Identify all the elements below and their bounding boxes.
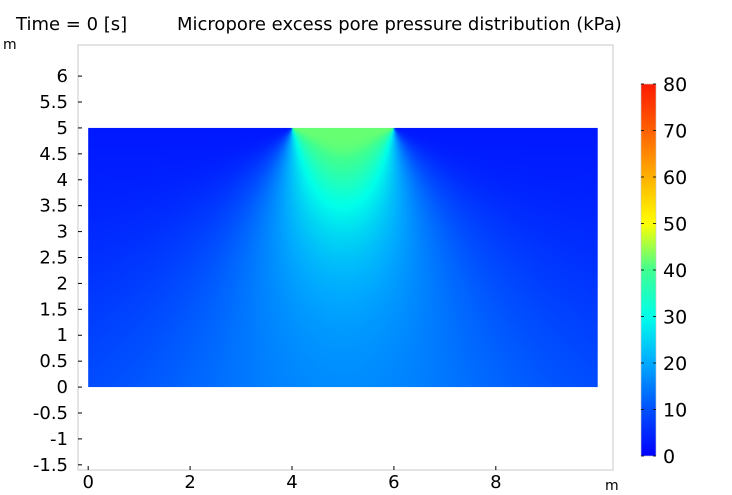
colorbar-tick-label: 40 xyxy=(663,260,687,282)
y-tick-label: 5.5 xyxy=(39,92,68,113)
y-tick-label: 2 xyxy=(57,273,68,294)
x-tick-label: 6 xyxy=(388,472,399,493)
time-label: Time = 0 [s] xyxy=(15,14,127,35)
colorbar-tick-label: 80 xyxy=(663,74,687,96)
y-tick-label: 5 xyxy=(57,118,68,139)
colorbar-tick-label: 70 xyxy=(663,121,687,143)
colorbar-tick-label: 60 xyxy=(663,167,687,189)
plot-title: Micropore excess pore pressure distribut… xyxy=(177,14,622,35)
y-tick-label: 1 xyxy=(57,325,68,346)
y-tick-label: 6 xyxy=(57,66,68,87)
y-tick-label: 4 xyxy=(57,170,68,191)
x-tick-label: 8 xyxy=(490,472,501,493)
y-tick-label: -0.5 xyxy=(33,403,68,424)
colorbar-tick-label: 10 xyxy=(663,400,687,422)
y-tick-label: -1.5 xyxy=(33,455,68,476)
colorbar-tick-label: 50 xyxy=(663,214,687,236)
y-tick-label: 0 xyxy=(57,377,68,398)
y-tick-label: 3 xyxy=(57,222,68,243)
colorbar-tick-label: 0 xyxy=(663,446,675,468)
y-tick-label: 3.5 xyxy=(39,196,68,217)
y-axis-unit: m xyxy=(3,37,17,53)
y-tick-label: 1.5 xyxy=(39,299,68,320)
y-tick-label: -1 xyxy=(50,429,68,450)
pressure-field-image xyxy=(88,127,598,388)
colorbar: 0 10 20 30 40 50 60 70 80 xyxy=(640,74,687,468)
colorbar-tick-label: 30 xyxy=(663,307,687,329)
colorbar-ticks: 0 10 20 30 40 50 60 70 80 xyxy=(641,74,687,468)
y-tick-label: 4.5 xyxy=(39,144,68,165)
x-tick-label: 2 xyxy=(184,472,195,493)
y-tick-label: 2.5 xyxy=(39,248,68,269)
axes: -1.5 -1 -0.5 0 0.5 1 1.5 2 2.5 3 3.5 4 4.5 5 5.5 6 0 2 4 6… xyxy=(3,37,619,494)
pressure-field xyxy=(88,127,598,388)
x-axis-ticks: 0 2 4 6 8 xyxy=(82,466,502,493)
colorbar-tick-label: 20 xyxy=(663,353,687,375)
y-axis-ticks: -1.5 -1 -0.5 0 0.5 1 1.5 2 2.5 3 3.5 4 4.5 5 5.5 6 xyxy=(33,66,82,476)
x-tick-label: 4 xyxy=(286,472,297,493)
y-tick-label: 0.5 xyxy=(39,351,68,372)
x-axis-unit: m xyxy=(605,478,619,494)
x-tick-label: 0 xyxy=(82,472,93,493)
